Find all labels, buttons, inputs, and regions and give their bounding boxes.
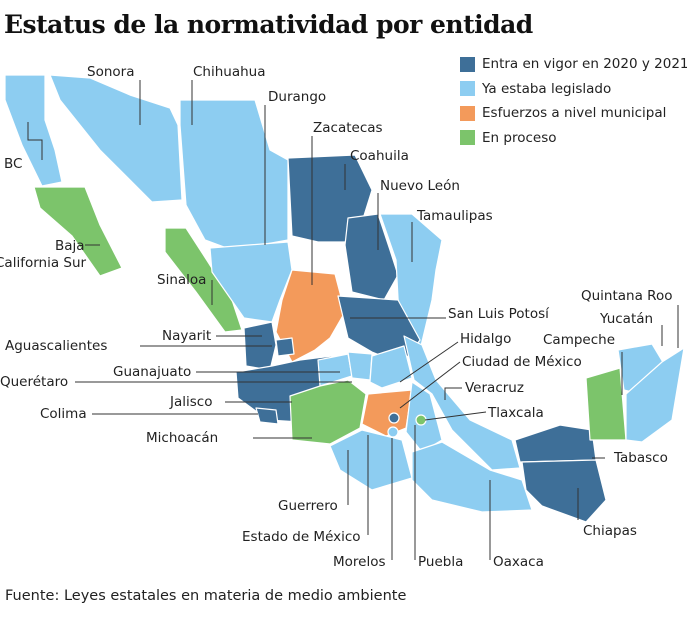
legend-swatch: [460, 81, 475, 97]
label-bc: BC: [4, 156, 23, 172]
state-aguascalientes: [275, 337, 295, 357]
legend-label: En proceso: [482, 129, 557, 146]
state-ciudad-de-mexico: [388, 412, 400, 424]
state-zacatecas: [275, 269, 346, 363]
legend-item-legislado: Ya estaba legislado: [460, 77, 687, 102]
state-campeche: [585, 367, 627, 441]
label-campeche: Campeche: [543, 332, 616, 348]
state-queretaro: [347, 351, 373, 381]
legend-swatch: [460, 56, 475, 72]
state-estado-de-mexico: [361, 389, 413, 437]
leader-lines: [27, 80, 679, 560]
state-tlaxcala: [415, 414, 427, 426]
label-cdmx: Ciudad de México: [462, 354, 582, 370]
state-chiapas: [521, 459, 607, 523]
state-hidalgo: [369, 345, 413, 389]
label-colima: Colima: [40, 406, 87, 422]
label-nayarit: Nayarit: [162, 328, 212, 344]
page-title: Estatus de la normatividad por entidad: [4, 10, 533, 39]
state-chihuahua: [179, 99, 289, 251]
legend-label: Ya estaba legislado: [482, 80, 612, 97]
label-aguascalientes: Aguascalientes: [5, 338, 108, 354]
legend-label: Entra en vigor en 2020 y 2021: [482, 56, 687, 73]
label-jalisco: Jalisco: [170, 394, 213, 410]
legend-item-proceso: En proceso: [460, 126, 687, 151]
legend-item-municipal: Esfuerzos a nivel municipal: [460, 101, 687, 126]
label-hidalgo: Hidalgo: [460, 331, 512, 347]
label-michoacan: Michoacán: [146, 430, 219, 446]
label-queretaro: Querétaro: [0, 374, 69, 390]
legend-swatch: [460, 130, 475, 146]
label-estado-de-mexico: Estado de México: [242, 529, 361, 545]
label-slp: San Luis Potosí: [448, 306, 549, 322]
label-tamaulipas: Tamaulipas: [417, 208, 493, 224]
label-sonora: Sonora: [87, 64, 135, 80]
label-guanajuato: Guanajuato: [113, 364, 192, 380]
source-note: Fuente: Leyes estatales en materia de me…: [5, 588, 407, 604]
label-tlaxcala: Tlaxcala: [488, 405, 544, 421]
state-michoacan: [289, 379, 367, 445]
state-tamaulipas: [379, 213, 443, 351]
label-nuevo-leon: Nuevo León: [380, 178, 460, 194]
label-chihuahua: Chihuahua: [193, 64, 266, 80]
label-puebla: Puebla: [418, 554, 464, 570]
state-quintana-roo: [625, 347, 685, 443]
label-durango: Durango: [268, 89, 327, 105]
state-baja-california-sur: [33, 186, 123, 277]
legend-item-vigor: Entra en vigor en 2020 y 2021: [460, 52, 687, 77]
label-chiapas: Chiapas: [583, 523, 637, 539]
state-durango: [209, 241, 293, 323]
label-quintana-roo: Quintana Roo: [581, 288, 673, 304]
legend-label: Esfuerzos a nivel municipal: [482, 105, 667, 122]
label-baja: Baja: [55, 238, 85, 254]
state-tabasco: [514, 424, 597, 463]
state-sonora: [49, 74, 183, 203]
label-sinaloa: Sinaloa: [157, 272, 207, 288]
label-california-sur: California Sur: [0, 255, 87, 271]
label-guerrero: Guerrero: [278, 498, 338, 514]
label-morelos: Morelos: [333, 554, 386, 570]
label-oaxaca: Oaxaca: [493, 554, 544, 570]
state-bc: [4, 74, 63, 187]
state-oaxaca: [411, 441, 533, 513]
label-coahuila: Coahuila: [350, 148, 409, 164]
state-sinaloa: [164, 227, 243, 333]
label-veracruz: Veracruz: [465, 380, 524, 396]
label-tabasco: Tabasco: [614, 450, 668, 466]
legend: Entra en vigor en 2020 y 2021 Ya estaba …: [460, 52, 687, 150]
state-morelos: [387, 426, 399, 438]
state-nuevo-leon: [344, 213, 399, 301]
label-zacatecas: Zacatecas: [313, 120, 383, 136]
state-guerrero: [329, 429, 413, 491]
label-yucatan: Yucatán: [600, 311, 654, 327]
state-colima: [255, 407, 279, 425]
legend-swatch: [460, 105, 475, 121]
state-veracruz: [403, 335, 521, 471]
